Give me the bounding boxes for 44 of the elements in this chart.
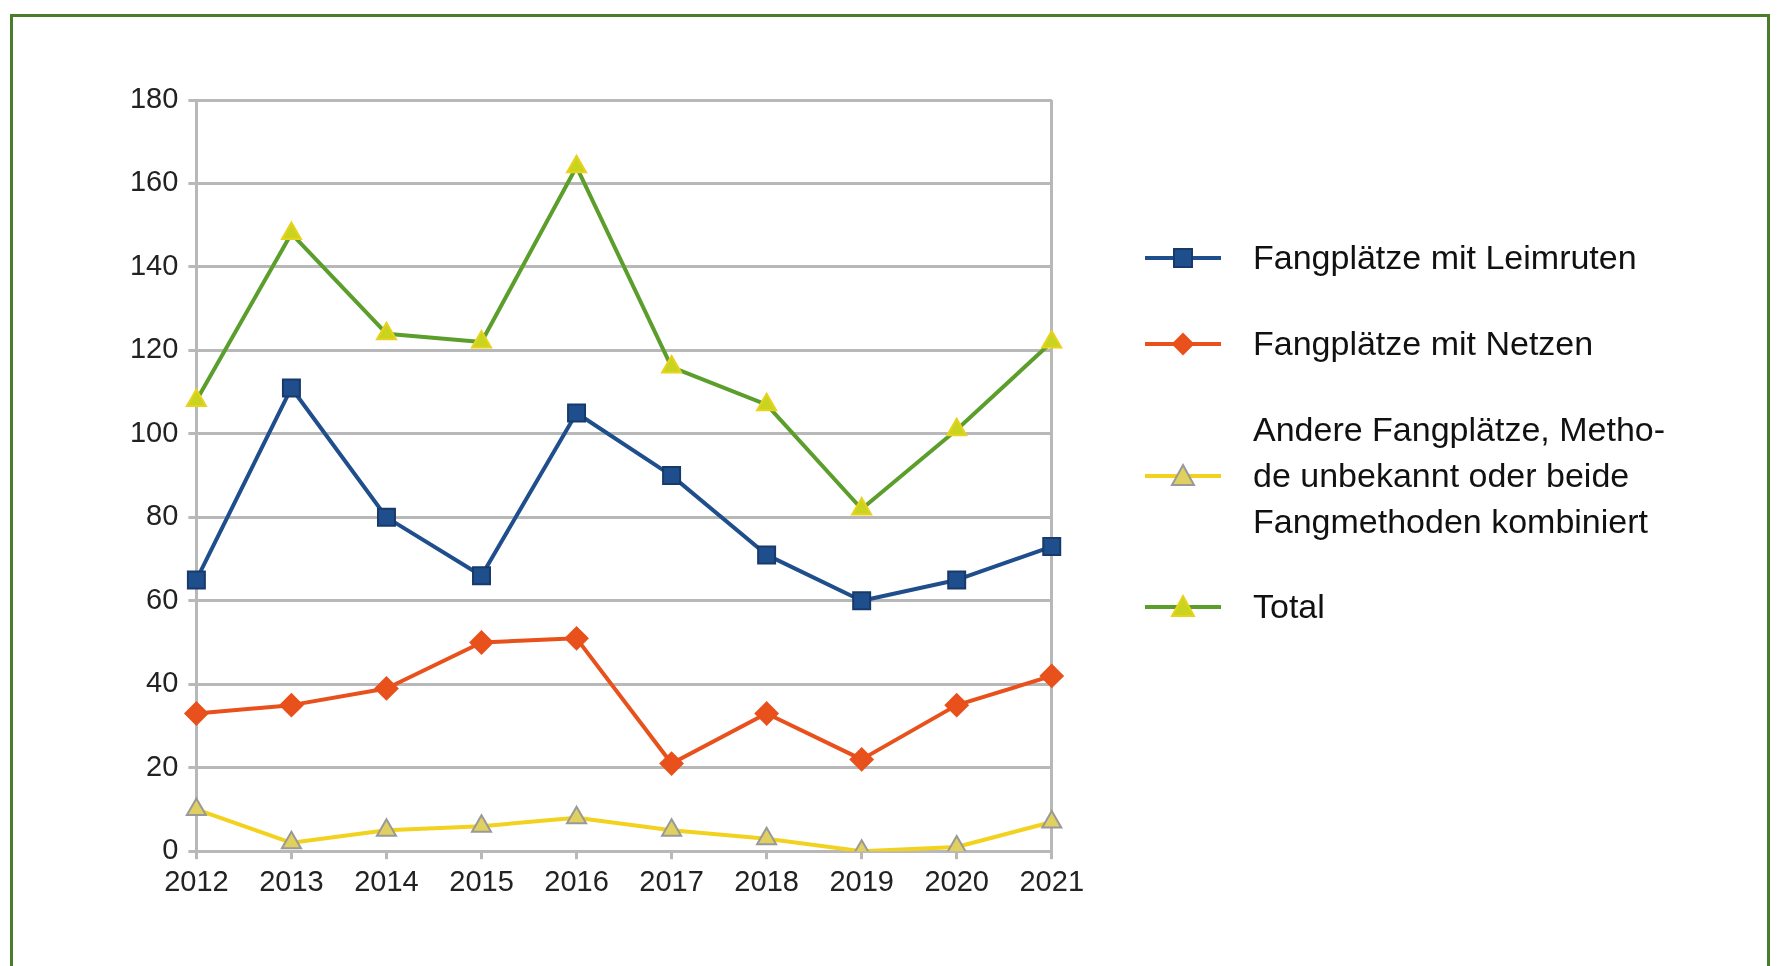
point bbox=[374, 676, 399, 701]
x-tick-label: 2020 bbox=[924, 864, 989, 897]
x-tick-label: 2014 bbox=[354, 864, 419, 897]
point bbox=[469, 630, 494, 655]
y-tick-label: 80 bbox=[146, 499, 179, 532]
point bbox=[947, 570, 967, 590]
point bbox=[659, 751, 684, 776]
y-tick-label: 160 bbox=[129, 165, 179, 198]
point bbox=[1039, 663, 1064, 688]
x-tick-label: 2012 bbox=[164, 864, 229, 897]
point bbox=[376, 507, 396, 527]
y-tick-label: 40 bbox=[146, 666, 179, 699]
point bbox=[567, 403, 587, 423]
x-tick-label: 2018 bbox=[734, 864, 799, 897]
x-tick-label: 2021 bbox=[1019, 864, 1084, 897]
x-tick-label: 2019 bbox=[829, 864, 894, 897]
x-tick-label: 2015 bbox=[449, 864, 514, 897]
point bbox=[662, 466, 682, 486]
y-tick-label: 120 bbox=[129, 332, 179, 365]
point bbox=[754, 701, 779, 726]
point bbox=[564, 626, 589, 651]
y-tick-label: 20 bbox=[146, 749, 179, 782]
y-tick-label: 180 bbox=[129, 82, 179, 114]
point bbox=[852, 591, 872, 611]
point bbox=[944, 693, 969, 718]
point bbox=[281, 378, 301, 398]
point bbox=[472, 566, 491, 586]
point bbox=[279, 693, 304, 718]
x-tick-label: 2013 bbox=[259, 864, 324, 897]
point bbox=[849, 747, 874, 772]
y-tick-label: 60 bbox=[146, 582, 179, 615]
point bbox=[184, 701, 209, 726]
point bbox=[1042, 537, 1062, 557]
legend-label: Andere Fangplätze, Metho- de unbekannt oder beide Fangmethoden kombiniert bbox=[1253, 408, 1666, 542]
x-tick-label: 2016 bbox=[544, 864, 609, 897]
x-tick-label: 2017 bbox=[639, 864, 704, 897]
legend-label: Fangplätze mit Leimruten bbox=[1253, 237, 1637, 278]
legend-label: Fangplätze mit Netzen bbox=[1253, 322, 1594, 364]
point bbox=[757, 545, 777, 565]
y-tick-label: 0 bbox=[162, 833, 179, 866]
y-tick-label: 140 bbox=[129, 248, 179, 281]
point bbox=[186, 570, 206, 590]
y-tick-label: 100 bbox=[129, 415, 179, 448]
legend-label: Total bbox=[1253, 586, 1325, 628]
